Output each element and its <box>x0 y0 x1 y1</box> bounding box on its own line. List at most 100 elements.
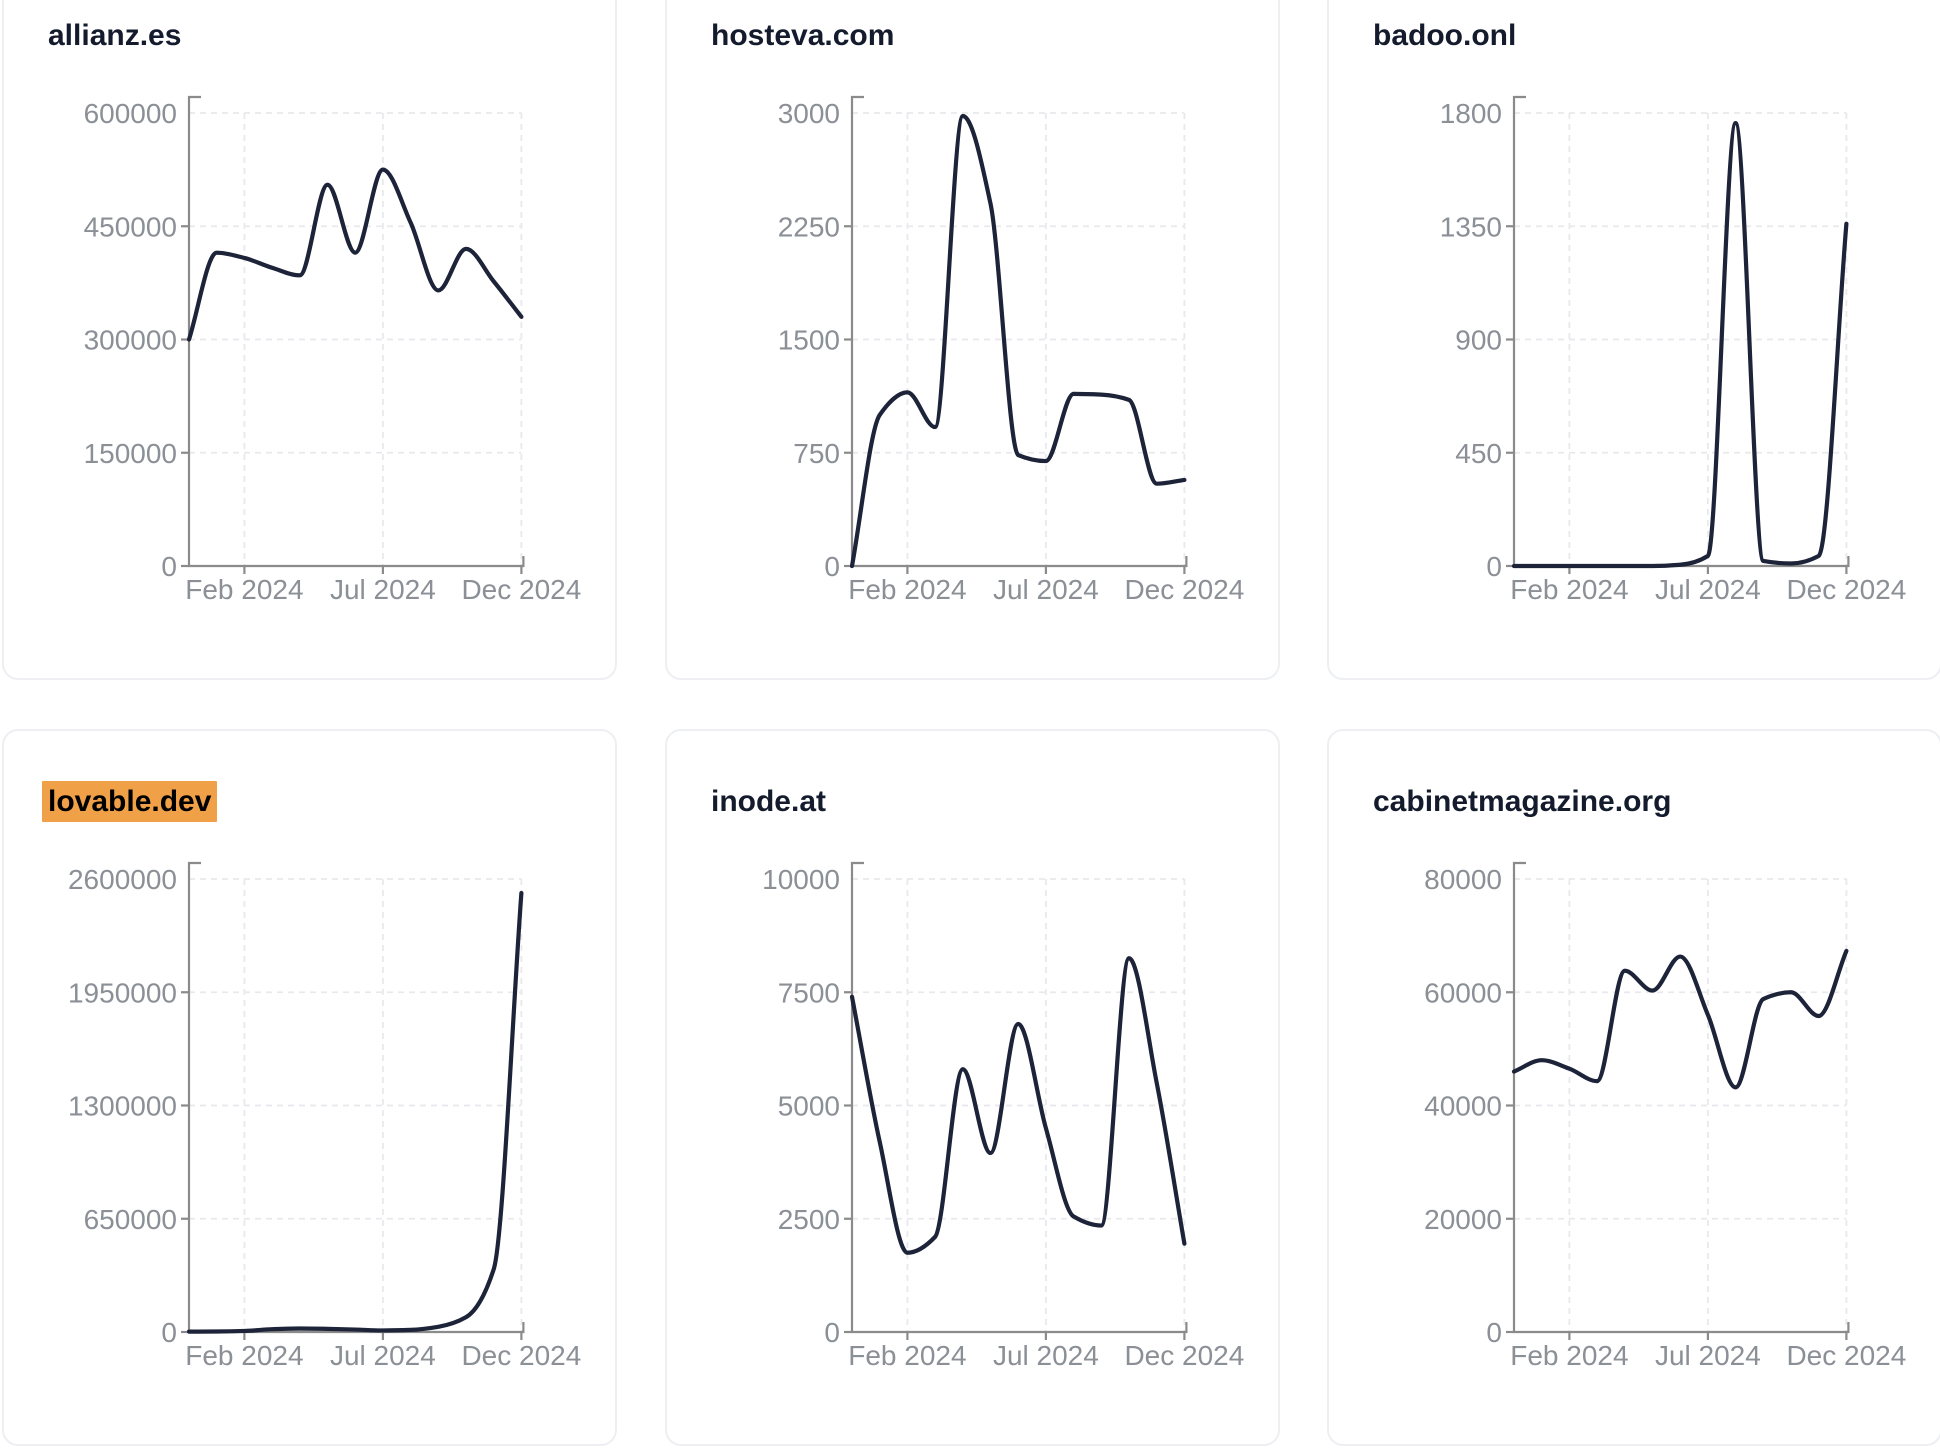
svg-text:650000: 650000 <box>84 1204 177 1235</box>
chart-title: cabinetmagazine.org <box>1373 786 1671 818</box>
x-gridlines <box>243 113 523 566</box>
svg-text:Jul 2024: Jul 2024 <box>1655 1340 1761 1371</box>
domain-label: allianz.es <box>48 19 182 52</box>
series-line <box>1511 948 1849 1090</box>
x-tick-labels: Feb 2024 Jul 2024 Dec 2024 <box>185 574 581 605</box>
series-line <box>186 167 524 342</box>
chart-title: hosteva.com <box>711 20 894 52</box>
y-gridlines <box>1514 112 1847 454</box>
chart-title: badoo.onl <box>1373 20 1516 52</box>
domain-label: hosteva.com <box>711 19 895 52</box>
domain-label: badoo.onl <box>1373 19 1517 52</box>
x-tick-labels: Feb 2024 Jul 2024 Dec 2024 <box>185 1340 581 1371</box>
line-chart: 10000 7500 5000 2500 0 Feb 2024 Jul 2024 Dec 20… <box>762 861 1244 1371</box>
y-tick-labels: 600000 450000 300000 150000 0 <box>84 98 177 582</box>
svg-text:Dec 2024: Dec 2024 <box>1124 574 1244 605</box>
svg-text:80000: 80000 <box>1424 864 1502 895</box>
svg-text:60000: 60000 <box>1424 977 1502 1008</box>
svg-text:0: 0 <box>161 1317 177 1348</box>
svg-text:Jul 2024: Jul 2024 <box>993 1340 1099 1371</box>
axis-lines <box>181 861 525 1340</box>
svg-text:Feb 2024: Feb 2024 <box>185 1340 303 1371</box>
x-gridlines <box>1568 113 1848 566</box>
svg-text:0: 0 <box>824 1317 840 1348</box>
line-chart: 80000 60000 40000 20000 0 Feb 2024 Jul 2024 Dec… <box>1424 861 1906 1371</box>
svg-text:2600000: 2600000 <box>68 864 177 895</box>
svg-text:1350: 1350 <box>1440 211 1502 242</box>
svg-text:Dec 2024: Dec 2024 <box>1124 1340 1244 1371</box>
svg-text:Feb 2024: Feb 2024 <box>848 1340 966 1371</box>
svg-text:0: 0 <box>1486 1317 1502 1348</box>
svg-text:10000: 10000 <box>762 864 840 895</box>
svg-text:20000: 20000 <box>1424 1204 1502 1235</box>
svg-text:1500: 1500 <box>778 325 840 356</box>
series-line <box>849 956 1187 1255</box>
series-line <box>186 890 524 1334</box>
svg-text:1800: 1800 <box>1440 98 1502 129</box>
y-tick-labels: 1800 1350 900 450 0 <box>1440 98 1502 582</box>
svg-text:2500: 2500 <box>778 1204 840 1235</box>
x-tick-labels: Feb 2024 Jul 2024 Dec 2024 <box>1510 574 1906 605</box>
series-line <box>1511 120 1849 569</box>
x-gridlines <box>243 879 523 1332</box>
chart-card-badoo: badoo.onl 1800 1350 900 450 0 Feb 2024 Jul 202… <box>1327 0 1940 680</box>
svg-text:Dec 2024: Dec 2024 <box>461 574 581 605</box>
svg-text:5000: 5000 <box>778 1091 840 1122</box>
svg-text:450: 450 <box>1455 438 1502 469</box>
x-tick-labels: Feb 2024 Jul 2024 Dec 2024 <box>1510 1340 1906 1371</box>
y-tick-labels: 2600000 1950000 1300000 650000 0 <box>68 864 177 1348</box>
svg-text:Jul 2024: Jul 2024 <box>993 574 1099 605</box>
domain-label: inode.at <box>711 785 827 818</box>
svg-text:0: 0 <box>161 551 177 582</box>
svg-text:750: 750 <box>793 438 840 469</box>
line-chart: 2600000 1950000 1300000 650000 0 Feb 2024 Jul … <box>68 861 581 1371</box>
y-gridlines <box>189 112 522 454</box>
svg-text:300000: 300000 <box>84 325 177 356</box>
y-gridlines <box>852 112 1185 454</box>
svg-text:Feb 2024: Feb 2024 <box>1510 574 1628 605</box>
line-chart: 1800 1350 900 450 0 Feb 2024 Jul 2024 Dec 2024 <box>1440 95 1906 605</box>
svg-text:Dec 2024: Dec 2024 <box>461 1340 581 1371</box>
x-tick-labels: Feb 2024 Jul 2024 Dec 2024 <box>848 574 1244 605</box>
x-gridlines <box>906 879 1186 1332</box>
svg-text:Dec 2024: Dec 2024 <box>1786 574 1906 605</box>
axis-lines <box>1506 95 1850 574</box>
svg-text:7500: 7500 <box>778 977 840 1008</box>
chart-title: allianz.es <box>48 20 181 52</box>
y-gridlines <box>189 878 522 1220</box>
domain-label-highlighted: lovable.dev <box>42 781 218 822</box>
chart-card-cabinetmagazine: cabinetmagazine.org 80000 60000 40000 20000… <box>1327 729 1940 1446</box>
x-gridlines <box>1568 879 1848 1332</box>
line-chart: 600000 450000 300000 150000 0 Feb 2024 Jul 202… <box>84 95 581 605</box>
y-gridlines <box>852 878 1185 1220</box>
svg-text:Jul 2024: Jul 2024 <box>330 1340 436 1371</box>
chart-card-inode: inode.at 10000 7500 5000 2500 0 Feb 2024 Jul 2… <box>665 729 1280 1446</box>
y-tick-labels: 3000 2250 1500 750 0 <box>778 98 840 582</box>
svg-text:Jul 2024: Jul 2024 <box>330 574 436 605</box>
y-gridlines <box>1514 878 1847 1220</box>
svg-text:Feb 2024: Feb 2024 <box>1510 1340 1628 1371</box>
axis-lines <box>1506 861 1850 1340</box>
svg-text:0: 0 <box>1486 551 1502 582</box>
chart-card-allianz: allianz.es 600000 450000 300000 150000 0 Feb … <box>2 0 617 680</box>
svg-text:Dec 2024: Dec 2024 <box>1786 1340 1906 1371</box>
svg-text:40000: 40000 <box>1424 1091 1502 1122</box>
svg-text:Feb 2024: Feb 2024 <box>185 574 303 605</box>
svg-text:900: 900 <box>1455 325 1502 356</box>
svg-text:Feb 2024: Feb 2024 <box>848 574 966 605</box>
x-tick-labels: Feb 2024 Jul 2024 Dec 2024 <box>848 1340 1244 1371</box>
svg-text:Jul 2024: Jul 2024 <box>1655 574 1761 605</box>
chart-title: inode.at <box>711 786 826 818</box>
svg-text:2250: 2250 <box>778 211 840 242</box>
chart-card-lovable: lovable.dev 2600000 1950000 1300000 650000 0… <box>2 729 617 1446</box>
chart-title: lovable.dev <box>42 781 218 822</box>
series-line <box>849 113 1187 569</box>
svg-text:150000: 150000 <box>84 438 177 469</box>
axis-lines <box>844 861 1188 1340</box>
svg-text:600000: 600000 <box>84 98 177 129</box>
domain-label: cabinetmagazine.org <box>1373 785 1672 818</box>
svg-text:3000: 3000 <box>778 98 840 129</box>
svg-text:0: 0 <box>824 551 840 582</box>
svg-text:1300000: 1300000 <box>68 1091 177 1122</box>
